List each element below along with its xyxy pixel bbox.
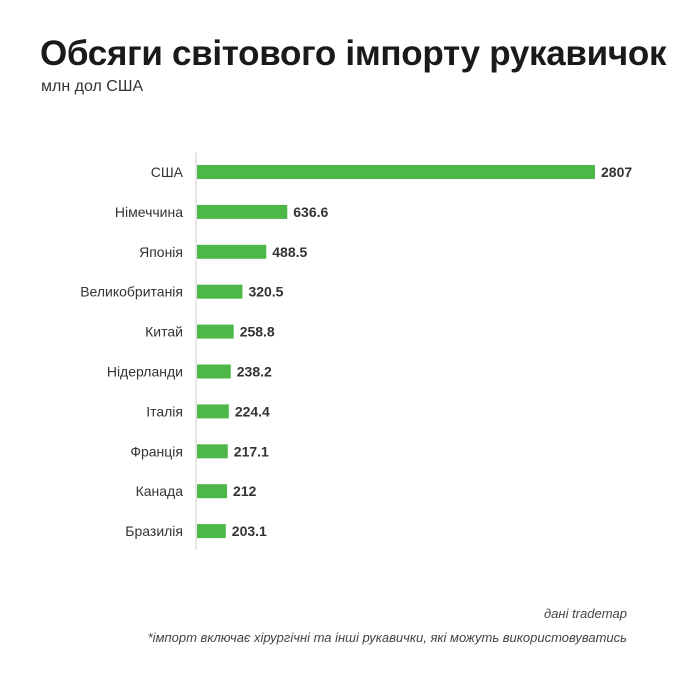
bar	[197, 204, 288, 219]
value-label: 212	[233, 483, 257, 499]
category-label: Німеччина	[115, 204, 183, 220]
bar	[197, 524, 226, 539]
category-label: Канада	[136, 483, 184, 499]
category-label: Нідерланди	[107, 364, 183, 380]
footnote: *імпорт включає хірургічні та інші рукав…	[147, 630, 627, 645]
bar	[197, 324, 234, 339]
value-label: 320.5	[248, 284, 283, 300]
bar	[197, 444, 228, 459]
value-label: 258.8	[240, 324, 275, 340]
bar	[197, 484, 228, 499]
category-label: Бразилія	[125, 523, 183, 539]
value-label: 217.1	[234, 443, 269, 459]
bar	[197, 165, 595, 179]
bar	[197, 244, 267, 259]
value-label: 224.4	[235, 403, 270, 419]
value-label: 238.2	[237, 364, 272, 380]
bar	[197, 284, 243, 299]
category-label: Японія	[139, 244, 183, 260]
value-label: 636.6	[293, 204, 328, 220]
chart-title: Обсяги світового імпорту рукавичок	[40, 34, 667, 73]
category-label: Великобританія	[80, 284, 183, 300]
value-label: 2807	[601, 164, 632, 180]
value-label: 203.1	[232, 523, 267, 539]
bar	[197, 364, 231, 379]
data-source: дані trademap	[544, 606, 627, 621]
category-label: Франція	[130, 443, 183, 459]
category-label: Китай	[145, 324, 183, 340]
category-label: США	[151, 164, 184, 180]
value-label: 488.5	[272, 244, 307, 260]
chart-subtitle: млн дол США	[41, 78, 144, 95]
bar	[197, 404, 229, 419]
category-label: Італія	[146, 403, 183, 419]
